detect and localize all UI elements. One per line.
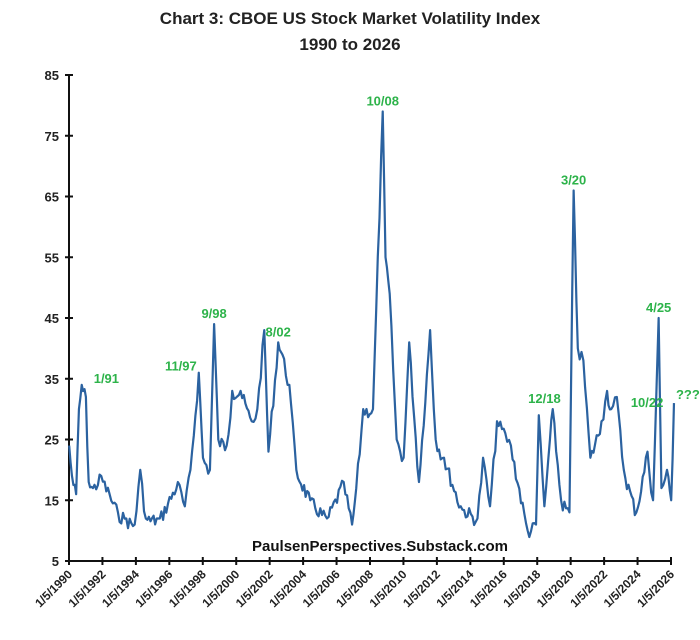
chart-title: Chart 3: CBOE US Stock Market Volatility…	[160, 9, 541, 28]
annotation-label: 8/02	[266, 324, 291, 339]
y-tick-label: 75	[45, 129, 59, 144]
watermark: PaulsenPerspectives.Substack.com	[252, 538, 508, 555]
y-tick-label: 5	[52, 554, 59, 569]
y-tick-label: 15	[45, 493, 59, 508]
y-tick-label: 45	[45, 311, 59, 326]
annotation-label: 9/98	[201, 306, 226, 321]
annotation-label: 1/91	[94, 371, 119, 386]
annotation-label: 10/22	[631, 395, 664, 410]
vix-series-line	[68, 110, 676, 539]
annotation-label: 11/97	[165, 359, 197, 374]
annotation-label: 3/20	[561, 172, 586, 187]
x-tick-label: 1/5/2026	[634, 567, 677, 610]
y-tick-label: 65	[45, 190, 59, 205]
y-tick-label: 55	[45, 250, 59, 265]
annotation-label: ???	[676, 387, 700, 402]
annotation-label: 10/08	[366, 93, 399, 108]
chart-subtitle: 1990 to 2026	[299, 35, 400, 54]
y-tick-label: 85	[45, 68, 59, 83]
y-tick-label: 35	[45, 372, 59, 387]
annotation-label: 4/25	[646, 300, 671, 315]
y-tick-label: 25	[45, 433, 59, 448]
annotation-label: 12/18	[528, 391, 561, 406]
